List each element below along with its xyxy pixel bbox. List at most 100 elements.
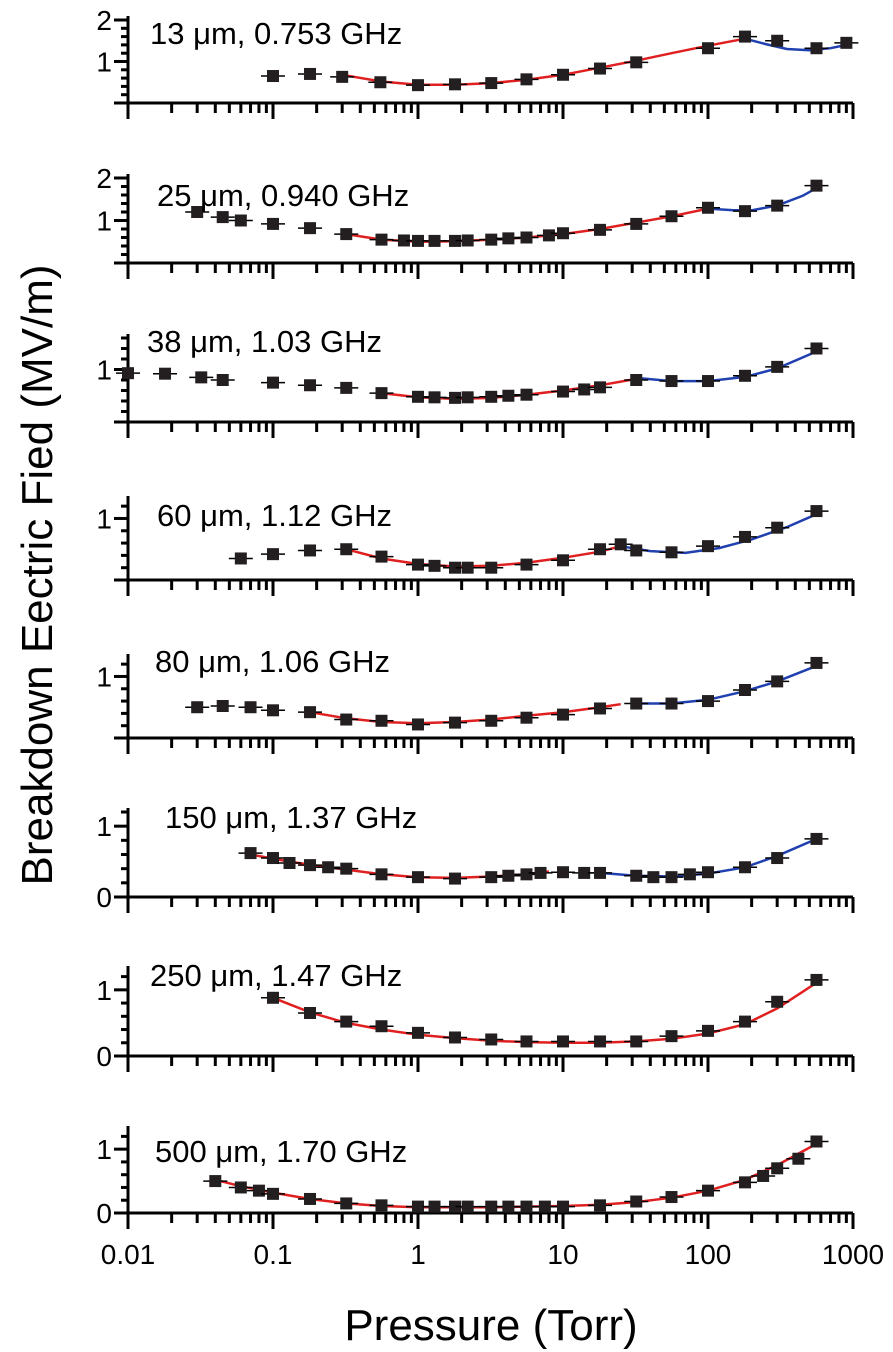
data-point [520, 388, 533, 401]
data-point [757, 1169, 770, 1182]
fit-curve [636, 663, 822, 705]
panel-6: 0 1 150 μm, 1.37 GHz [96, 800, 855, 913]
data-point [810, 973, 823, 986]
panel-label: 38 μm, 1.03 GHz [147, 324, 382, 359]
data-point [244, 701, 257, 714]
data-point [557, 1035, 569, 1048]
data-point [630, 56, 643, 69]
data-point [234, 1181, 247, 1194]
data-point [594, 223, 607, 236]
data-point [702, 695, 714, 708]
panel-7: 0 1 250 μm, 1.47 GHz [96, 958, 855, 1072]
data-point [340, 1015, 353, 1028]
data-point [771, 1162, 784, 1175]
data-point [449, 872, 462, 885]
data-point [630, 374, 643, 386]
data-point [739, 861, 752, 874]
data-point [665, 210, 678, 223]
data-point [771, 360, 784, 373]
y-axis-title: Breakdown Eectric Fied (MV/m) [13, 264, 62, 885]
fit-curve [341, 37, 746, 86]
data-point [304, 544, 317, 557]
y-tick-label: 1 [96, 355, 112, 386]
data-point [502, 389, 515, 402]
data-point [267, 376, 279, 389]
x-tick-label: 1000 [822, 1239, 884, 1270]
data-point [234, 552, 247, 565]
data-point [665, 1191, 678, 1204]
data-point [267, 548, 279, 561]
panels-group: 1 2 13 μm, 0.753 GHz 1 2 25 μm, 0.940 GHz 1 38 … [96, 5, 859, 1229]
data-point [771, 34, 784, 47]
data-point [485, 561, 498, 574]
panel-5: 1 80 μm, 1.06 GHz [96, 644, 855, 754]
data-point [557, 866, 569, 879]
data-point [557, 68, 569, 81]
data-point [840, 36, 853, 49]
data-point [594, 866, 607, 879]
panel-label: 60 μm, 1.12 GHz [157, 498, 392, 533]
data-point [340, 543, 353, 556]
data-point [520, 231, 533, 244]
data-point [283, 857, 296, 869]
data-point [375, 387, 388, 400]
data-point [534, 866, 547, 879]
data-point [375, 868, 388, 881]
data-point [304, 1007, 317, 1019]
data-point [702, 42, 714, 55]
panel-label: 150 μm, 1.37 GHz [165, 800, 417, 835]
fit-curve [620, 511, 822, 555]
data-point [485, 714, 498, 727]
data-point [412, 234, 424, 247]
fit-curve [707, 184, 822, 212]
data-point [209, 1175, 222, 1188]
data-point [375, 550, 388, 563]
y-tick-label: 1 [96, 1134, 112, 1165]
data-point [461, 234, 474, 247]
x-tick-label: 10 [547, 1239, 578, 1270]
data-point [810, 505, 823, 518]
data-point [630, 544, 643, 557]
data-point [449, 1031, 462, 1044]
data-point [771, 521, 784, 534]
data-point [792, 1152, 805, 1165]
x-tick-label: 100 [685, 1239, 732, 1270]
data-point [412, 1026, 424, 1039]
data-point [665, 697, 678, 710]
data-point [336, 70, 349, 83]
panel-label: 13 μm, 0.753 GHz [150, 16, 402, 51]
data-point [449, 391, 462, 404]
data-point [520, 1200, 533, 1213]
data-point [485, 233, 498, 246]
data-point [665, 375, 678, 388]
data-point [520, 73, 533, 86]
data-point [614, 538, 627, 551]
data-point [810, 42, 823, 55]
data-point [267, 217, 279, 230]
y-tick-label: 2 [96, 5, 112, 36]
data-point [702, 375, 714, 388]
x-tick-label: 1 [410, 1239, 426, 1270]
data-point [771, 675, 784, 688]
y-tick-label: 2 [96, 163, 112, 194]
data-point [159, 367, 172, 380]
panel-label: 80 μm, 1.06 GHz [155, 644, 390, 679]
panel-3: 1 38 μm, 1.03 GHz [96, 324, 855, 438]
data-point [557, 385, 569, 398]
data-point [340, 381, 353, 394]
data-point [449, 561, 462, 574]
data-point [428, 559, 441, 572]
data-point [557, 554, 569, 567]
data-point [428, 391, 441, 404]
data-point [594, 543, 607, 556]
data-point [771, 199, 784, 212]
data-point [461, 391, 474, 404]
data-point [412, 1200, 424, 1213]
data-point [428, 1200, 441, 1213]
panel-2: 1 2 25 μm, 0.940 GHz [96, 163, 855, 279]
data-point [340, 713, 353, 726]
y-tick-label: 1 [96, 47, 112, 78]
data-point [412, 79, 424, 92]
data-point [520, 1035, 533, 1048]
